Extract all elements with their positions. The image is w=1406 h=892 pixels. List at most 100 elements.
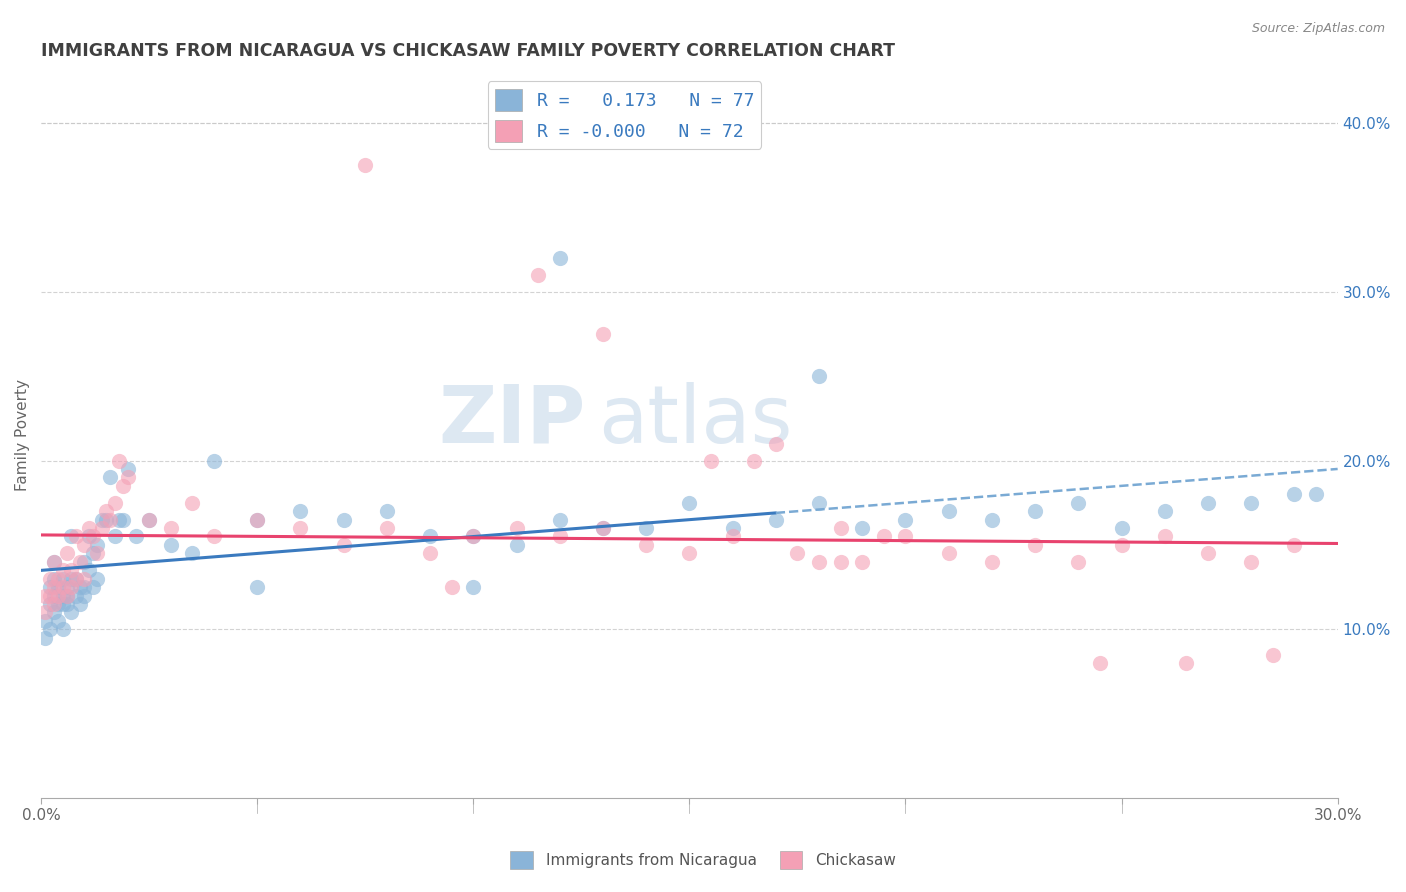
Point	[830, 555, 852, 569]
Point	[60, 580, 83, 594]
Point	[1175, 656, 1198, 670]
Point	[42, 606, 65, 620]
Point	[765, 436, 787, 450]
Point	[103, 529, 125, 543]
Point	[42, 597, 65, 611]
Point	[103, 496, 125, 510]
Point	[42, 580, 65, 594]
Point	[332, 513, 354, 527]
Point	[1153, 504, 1175, 518]
Point	[86, 546, 108, 560]
Point	[52, 580, 75, 594]
Point	[108, 513, 131, 527]
Point	[52, 623, 75, 637]
Point	[721, 521, 744, 535]
Point	[938, 546, 960, 560]
Point	[48, 597, 70, 611]
Point	[38, 572, 60, 586]
Point	[34, 614, 56, 628]
Point	[94, 504, 117, 518]
Y-axis label: Family Poverty: Family Poverty	[15, 379, 30, 491]
Point	[375, 504, 398, 518]
Point	[34, 589, 56, 603]
Point	[463, 529, 485, 543]
Point	[60, 563, 83, 577]
Point	[86, 538, 108, 552]
Point	[69, 597, 91, 611]
Point	[246, 513, 269, 527]
Point	[808, 555, 831, 569]
Point	[56, 589, 79, 603]
Point	[980, 555, 1002, 569]
Point	[721, 529, 744, 543]
Point	[73, 589, 96, 603]
Point	[48, 580, 70, 594]
Point	[138, 513, 160, 527]
Point	[1261, 648, 1284, 662]
Point	[112, 479, 135, 493]
Point	[117, 462, 139, 476]
Point	[77, 563, 100, 577]
Point	[808, 369, 831, 384]
Point	[65, 572, 87, 586]
Point	[42, 589, 65, 603]
Point	[82, 529, 104, 543]
Point	[94, 513, 117, 527]
Point	[1240, 496, 1263, 510]
Point	[48, 614, 70, 628]
Point	[125, 529, 148, 543]
Point	[1024, 504, 1046, 518]
Point	[52, 589, 75, 603]
Point	[52, 563, 75, 577]
Point	[440, 580, 463, 594]
Point	[505, 538, 527, 552]
Point	[60, 572, 83, 586]
Point	[419, 546, 441, 560]
Point	[98, 470, 121, 484]
Point	[181, 546, 204, 560]
Point	[980, 513, 1002, 527]
Text: atlas: atlas	[599, 382, 793, 459]
Point	[73, 572, 96, 586]
Point	[1197, 546, 1219, 560]
Point	[202, 453, 225, 467]
Point	[77, 529, 100, 543]
Point	[34, 606, 56, 620]
Point	[56, 589, 79, 603]
Point	[38, 580, 60, 594]
Point	[592, 521, 614, 535]
Legend: Immigrants from Nicaragua, Chickasaw: Immigrants from Nicaragua, Chickasaw	[505, 845, 901, 875]
Point	[82, 580, 104, 594]
Point	[1284, 538, 1306, 552]
Point	[60, 606, 83, 620]
Point	[48, 589, 70, 603]
Point	[38, 589, 60, 603]
Point	[938, 504, 960, 518]
Text: ZIP: ZIP	[439, 382, 586, 459]
Point	[52, 597, 75, 611]
Point	[765, 513, 787, 527]
Point	[290, 504, 312, 518]
Point	[90, 521, 112, 535]
Point	[419, 529, 441, 543]
Point	[505, 521, 527, 535]
Point	[73, 580, 96, 594]
Point	[69, 580, 91, 594]
Point	[354, 158, 377, 172]
Point	[786, 546, 808, 560]
Point	[1305, 487, 1327, 501]
Point	[375, 521, 398, 535]
Point	[65, 572, 87, 586]
Point	[1067, 496, 1090, 510]
Point	[56, 546, 79, 560]
Point	[73, 538, 96, 552]
Point	[1197, 496, 1219, 510]
Point	[73, 555, 96, 569]
Point	[548, 529, 571, 543]
Point	[678, 496, 700, 510]
Point	[700, 453, 723, 467]
Point	[592, 326, 614, 341]
Legend: R =   0.173   N = 77, R = -0.000   N = 72: R = 0.173 N = 77, R = -0.000 N = 72	[488, 81, 761, 149]
Point	[463, 529, 485, 543]
Text: Source: ZipAtlas.com: Source: ZipAtlas.com	[1251, 22, 1385, 36]
